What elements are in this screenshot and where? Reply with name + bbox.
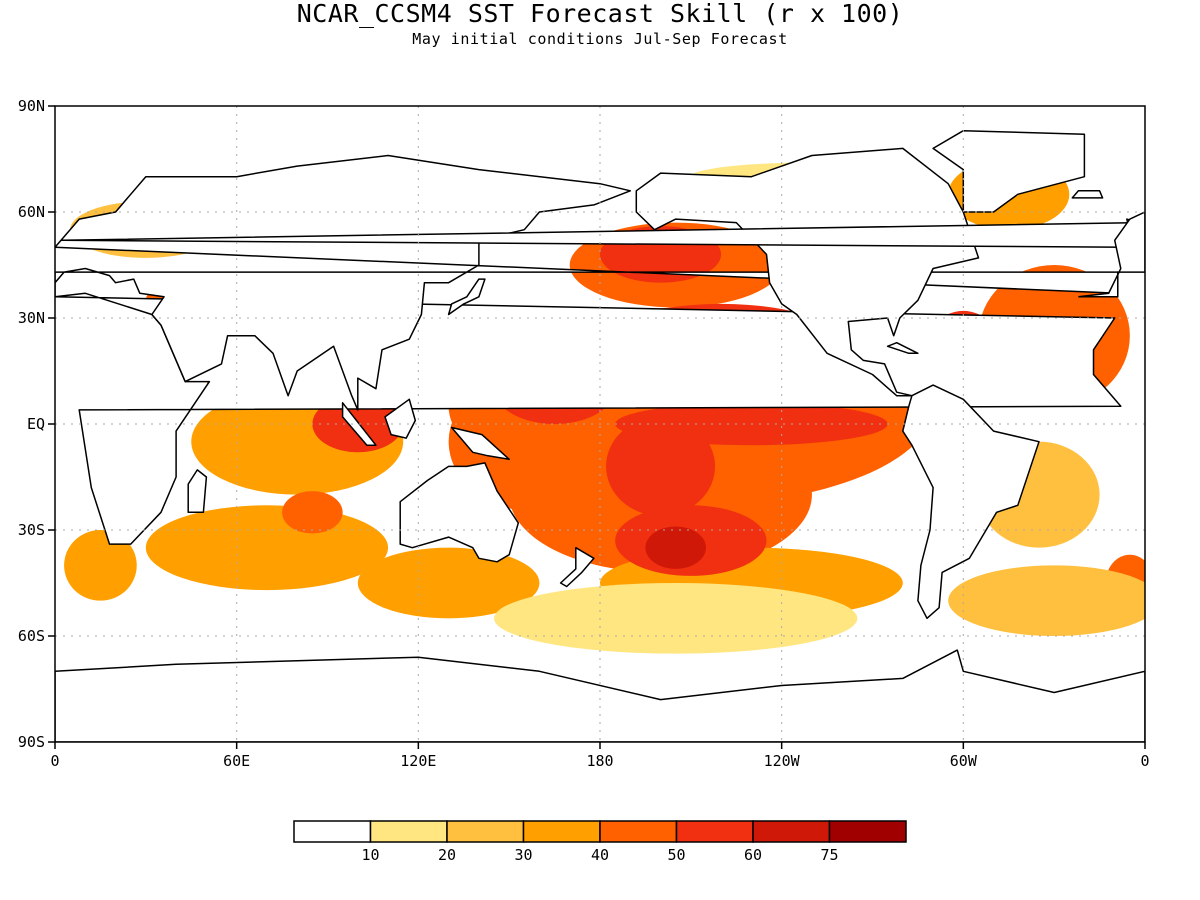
colorbar-label: 60 [744,846,762,864]
lon-tick-label: 0 [50,752,59,770]
lon-tick-label: 120E [400,752,436,770]
lat-tick-label: 60N [18,203,45,221]
lon-tick-label: 180 [586,752,613,770]
colorbar-swatch [369,820,448,843]
lon-tick-label: 60W [950,752,978,770]
colorbar-swatch [752,820,831,843]
landmass-nz [559,546,595,588]
landmass-new-guinea [450,426,510,461]
landmass-w-europe [1078,211,1145,298]
lat-tick-label: 30S [18,521,45,539]
skill-contour-region [606,416,716,516]
colorbar-label: 30 [514,846,532,864]
latitude-axis: 90N 60N 30N EQ 30S 60S 90S [18,97,55,751]
lon-tick-label: 120W [764,752,801,770]
lat-tick-label: 30N [18,309,45,327]
colorbar-swatch [675,820,754,843]
landmass-s-america [902,384,1040,620]
landmass-greenland [932,129,1086,213]
continents-layer [55,129,1145,742]
map-title: NCAR_CCSM4 SST Forecast Skill (r x 100) [297,0,904,28]
colorbar-swatch [446,820,525,843]
colorbar-label: 20 [438,846,456,864]
lat-tick-label: 60S [18,627,45,645]
skill-contour-region [494,583,858,654]
landmass-iceland [1071,190,1104,199]
landmass-n-america [635,147,980,397]
longitude-axis: 0 60E 120E 180 120W 60W 0 [50,742,1150,770]
skill-contour-region [64,530,137,601]
gridlines [55,106,1145,742]
lon-tick-label: 0 [1140,752,1149,770]
landmass-borneo [384,398,417,439]
landmass-japan [447,278,486,316]
colorbar-label: 40 [591,846,609,864]
landmass-madagascar [187,469,208,514]
lat-tick-label: 90S [18,733,45,751]
landmass-eurasia [55,154,1119,411]
colorbar-swatch [828,820,907,843]
colorbar-label: 75 [820,846,838,864]
colorbar-swatch [522,820,601,843]
skill-contour-region [357,547,540,619]
colorbar: 10 20 30 40 50 60 75 [293,820,907,864]
colorbar-label: 50 [667,846,685,864]
skill-contour-region [282,491,343,534]
landmass-cuba [886,341,919,355]
colorbar-label: 10 [361,846,379,864]
map-subtitle: May initial conditions Jul-Sep Forecast [412,30,788,48]
landmass-antarctica [55,649,1145,742]
map-plot-area [55,106,1145,742]
colorbar-swatch [599,820,678,843]
colorbar-swatch [293,820,372,843]
lat-tick-label: EQ [27,415,45,433]
lat-tick-label: 90N [18,97,45,115]
skill-contour-region [645,526,706,569]
skill-contour-region [145,505,389,591]
landmass-australia [399,462,520,563]
skill-contour-region [948,565,1145,636]
lon-tick-label: 60E [223,752,250,770]
